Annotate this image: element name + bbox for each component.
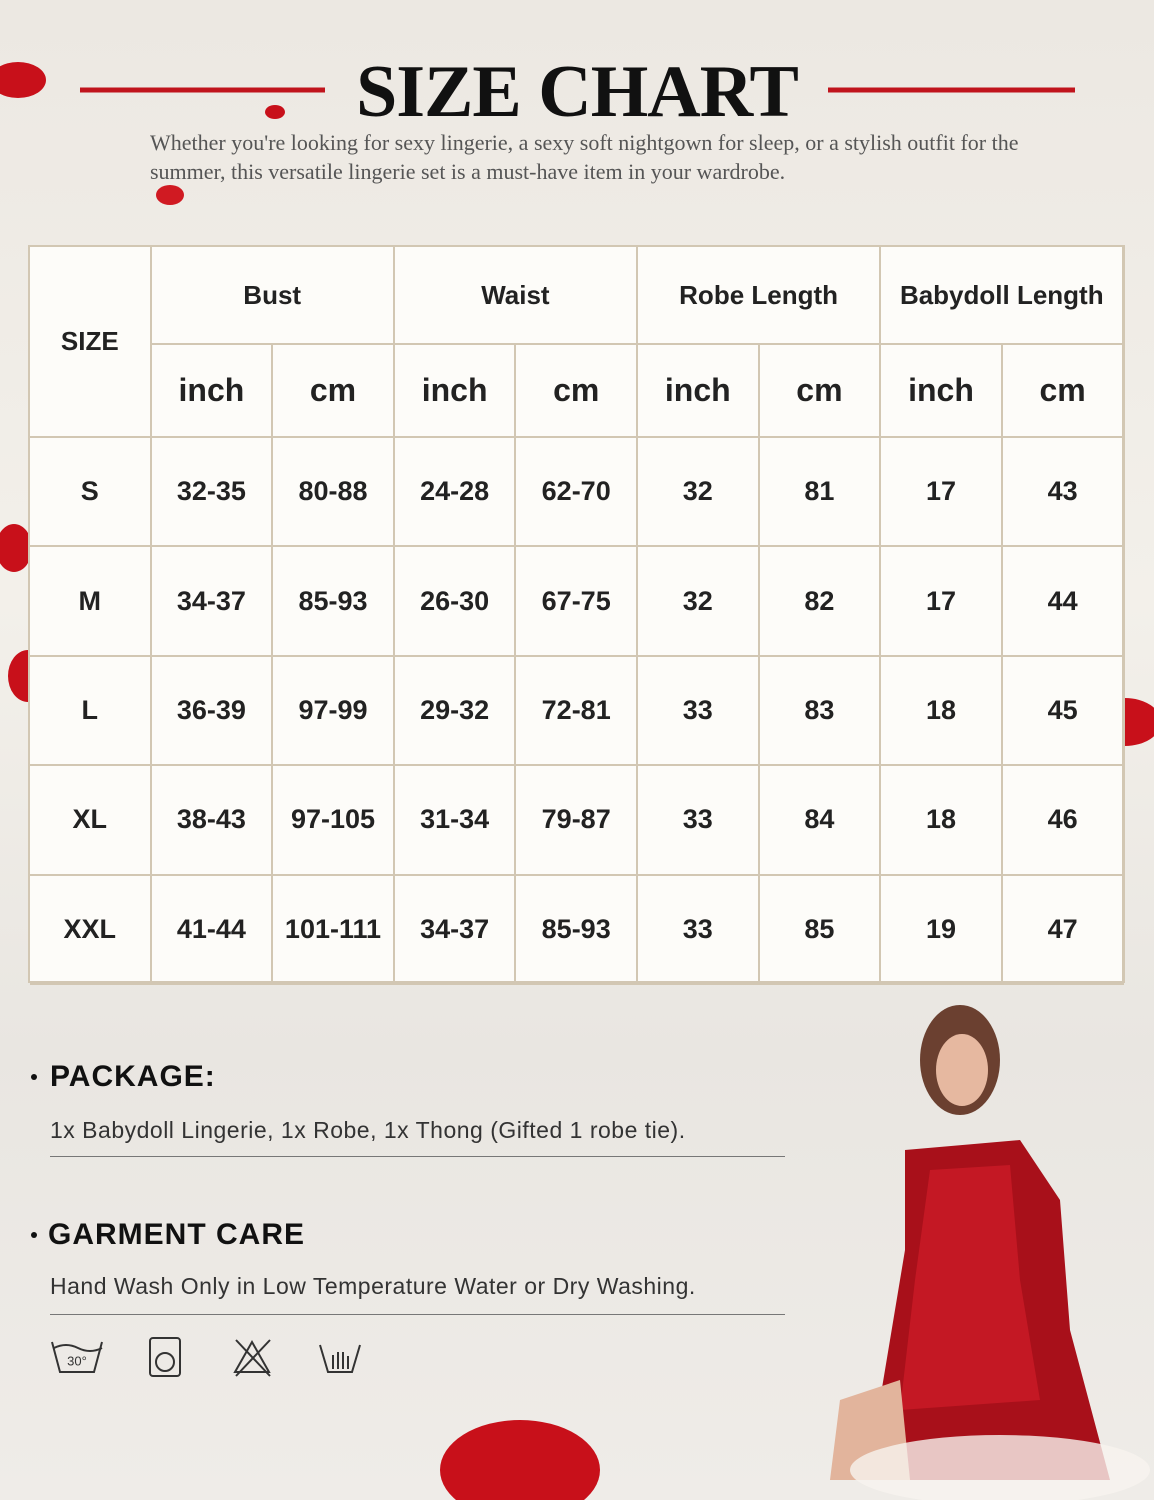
unit-cell: cm [273,345,395,438]
data-cell: 83 [759,656,882,767]
data-cell: 81 [759,438,882,548]
unit-cell: cm [516,345,638,438]
data-cell: S [30,438,152,548]
data-cell: 85-93 [273,547,395,657]
data-cell: 34-37 [151,547,274,657]
header-cell: Bust [151,247,395,345]
petal [265,105,285,119]
header-cell: Waist [394,247,638,345]
data-cell: 67-75 [516,547,638,657]
model [830,1005,1150,1500]
data-cell: 41-44 [151,875,274,985]
data-cell: 18 [881,766,1003,876]
data-cell: 44 [1002,547,1125,657]
data-cell: 17 [881,438,1003,548]
data-cell: L [30,656,152,767]
data-cell: 34-37 [394,875,517,985]
section-title: GARMENT CARE [48,1218,305,1251]
size-table: SIZE Bust Waist Robe Length Babydoll Length i… [28,245,1125,985]
rule [50,1314,785,1315]
data-cell: XXL [30,875,152,985]
data-cell: 19 [881,875,1003,985]
unit-cell: inch [881,345,1003,438]
data-cell: 29-32 [394,656,517,767]
data-cell: 33 [638,875,760,985]
section-text: 1x Babydoll Lingerie, 1x Robe, 1x Thong … [50,1117,686,1143]
section-title: PACKAGE: [50,1060,216,1093]
data-cell: 79-87 [516,766,638,876]
data-cell: 31-34 [394,766,517,876]
data-cell: 46 [1002,766,1125,876]
petal [0,524,32,572]
data-cell: 38-43 [151,766,274,876]
data-cell: 45 [1002,656,1125,767]
petal [0,62,46,98]
subtitle: Whether you're looking for sexy lingerie… [150,130,1019,184]
data-cell: 33 [638,766,760,876]
data-cell: 82 [759,547,882,657]
data-cell: XL [30,766,152,876]
header-cell: SIZE [30,247,152,438]
data-cell: 32 [638,547,760,657]
bullet [31,1232,37,1238]
data-cell: 17 [881,547,1003,657]
data-cell: 33 [638,656,760,767]
data-cell: 24-28 [394,438,517,548]
title: SIZE CHART [356,51,799,133]
data-cell: 47 [1002,875,1125,985]
petal [156,185,184,205]
data-cell: M [30,547,152,657]
rule [50,1156,785,1157]
data-cell: 97-105 [273,766,395,876]
data-cell: 32 [638,438,760,548]
unit-cell: inch [394,345,517,438]
data-cell: 85 [759,875,882,985]
unit-cell: cm [1002,345,1125,438]
data-cell: 84 [759,766,882,876]
section-text: Hand Wash Only in Low Temperature Water … [50,1273,696,1299]
header-cell: Robe Length [638,247,882,345]
data-cell: 43 [1002,438,1125,548]
unit-cell: inch [638,345,760,438]
bullet [31,1074,37,1080]
data-cell: 72-81 [516,656,638,767]
header-cell: Babydoll Length [881,247,1125,345]
data-cell: 85-93 [516,875,638,985]
data-cell: 80-88 [273,438,395,548]
care-icons [51,1337,361,1377]
data-cell: 32-35 [151,438,274,548]
data-cell: 26-30 [394,547,517,657]
petal [440,1420,600,1500]
data-cell: 18 [881,656,1003,767]
unit-cell: inch [151,345,274,438]
data-cell: 101-111 [273,875,395,985]
data-cell: 36-39 [151,656,274,767]
data-cell: 62-70 [516,438,638,548]
care-icon-label: 30° [67,1353,87,1368]
data-cell: 97-99 [273,656,395,767]
unit-cell: cm [759,345,882,438]
